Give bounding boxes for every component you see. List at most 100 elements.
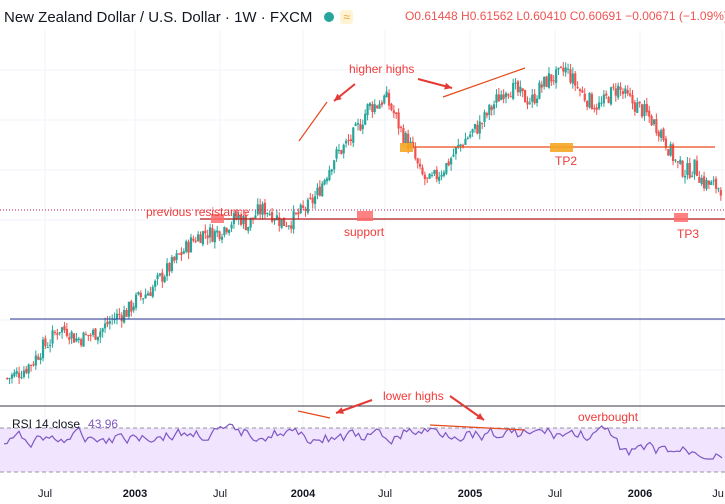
candle-body xyxy=(428,173,431,179)
candle-body xyxy=(27,364,30,374)
candle-body xyxy=(466,137,469,139)
candle-body xyxy=(450,158,453,165)
candle-body xyxy=(75,338,78,342)
tp3-marker xyxy=(674,213,688,222)
candle-body xyxy=(533,93,536,104)
candle-body xyxy=(63,325,66,330)
candle-body xyxy=(459,144,462,146)
candle-body xyxy=(426,177,429,179)
candle-body xyxy=(94,328,97,340)
candle-body xyxy=(208,227,212,238)
candle-body xyxy=(438,176,441,181)
arrow-higher-highs-left-head xyxy=(334,93,342,101)
candle-body xyxy=(404,133,407,144)
candle-body xyxy=(80,339,83,346)
candle-body xyxy=(197,234,200,242)
candle-body xyxy=(130,301,133,312)
symbol-title[interactable]: New Zealand Dollar / U.S. Dollar · 1W · … xyxy=(4,8,313,26)
candle-body xyxy=(416,158,419,164)
candle-body xyxy=(268,213,271,215)
candle-body xyxy=(676,161,679,163)
candle-body xyxy=(290,225,293,229)
candle-body xyxy=(8,378,11,380)
candle-body xyxy=(671,144,675,162)
annotation-support: support xyxy=(344,225,385,239)
candle-body xyxy=(345,140,348,144)
candle-body xyxy=(237,214,240,220)
market-status-icon xyxy=(324,12,335,22)
candle-body xyxy=(691,175,694,177)
candle-body xyxy=(528,102,531,104)
candle-body xyxy=(392,110,395,114)
candle-body xyxy=(146,293,150,296)
candle-body xyxy=(56,333,59,335)
candle-body xyxy=(223,226,226,236)
candle-body xyxy=(414,147,417,159)
candle-body xyxy=(385,91,388,98)
candle-body xyxy=(352,127,355,143)
candle-body xyxy=(502,94,505,100)
candle-body xyxy=(256,204,259,215)
candle-body xyxy=(514,82,517,84)
candle-body xyxy=(581,90,584,93)
candle-body xyxy=(621,91,625,94)
candle-body xyxy=(609,87,613,105)
candle-body xyxy=(235,214,238,219)
candle-body xyxy=(714,178,718,189)
candle-body xyxy=(89,335,92,337)
candle-body xyxy=(407,133,410,149)
candle-body xyxy=(457,144,460,147)
candle-body xyxy=(92,329,95,335)
candle-body xyxy=(705,179,708,189)
candle-body xyxy=(335,149,338,159)
candle-body xyxy=(249,217,252,228)
candle-body xyxy=(660,130,663,138)
candle-body xyxy=(364,113,367,125)
candle-body xyxy=(461,144,465,147)
candle-body xyxy=(504,93,508,98)
candle-body xyxy=(201,231,204,245)
candle-body xyxy=(629,93,632,96)
candle-body xyxy=(347,140,350,142)
candle-body xyxy=(60,327,64,333)
candle-body xyxy=(433,170,436,174)
candle-body xyxy=(251,217,255,219)
candle-body xyxy=(500,94,503,100)
candle-body xyxy=(354,123,357,126)
candle-body xyxy=(72,333,76,343)
rsi-band xyxy=(0,428,725,472)
candle-body xyxy=(469,134,472,138)
candle-body xyxy=(216,230,219,233)
candle-body xyxy=(555,69,558,83)
annotation-tp2: TP2 xyxy=(555,154,578,168)
annotation-higher-highs: higher highs xyxy=(349,62,415,76)
candle-body xyxy=(605,93,608,96)
candle-body xyxy=(597,102,601,109)
candle-body xyxy=(118,313,121,315)
candle-body xyxy=(626,90,629,94)
candle-body xyxy=(686,162,689,176)
candle-body xyxy=(700,177,703,185)
candle-body xyxy=(607,97,610,103)
candle-body xyxy=(13,372,16,377)
candle-body xyxy=(70,331,73,339)
candle-body xyxy=(562,67,565,72)
candle-body xyxy=(84,334,88,336)
candle-body xyxy=(507,94,510,96)
candle-body xyxy=(640,104,644,117)
candle-body xyxy=(669,144,672,156)
candle-body xyxy=(366,104,369,115)
currency-flag-icon: ≈ xyxy=(340,10,353,24)
candle-body xyxy=(230,224,233,229)
candle-body xyxy=(125,309,128,317)
candle-body xyxy=(304,208,307,211)
candle-body xyxy=(648,110,651,117)
candle-body xyxy=(306,199,310,213)
candle-body xyxy=(655,119,658,133)
resistance-marker xyxy=(211,214,224,223)
chart-header: New Zealand Dollar / U.S. Dollar · 1W · … xyxy=(4,6,353,28)
candle-body xyxy=(316,187,319,196)
time-axis-label: Jul xyxy=(377,488,393,500)
candle-body xyxy=(25,368,28,373)
